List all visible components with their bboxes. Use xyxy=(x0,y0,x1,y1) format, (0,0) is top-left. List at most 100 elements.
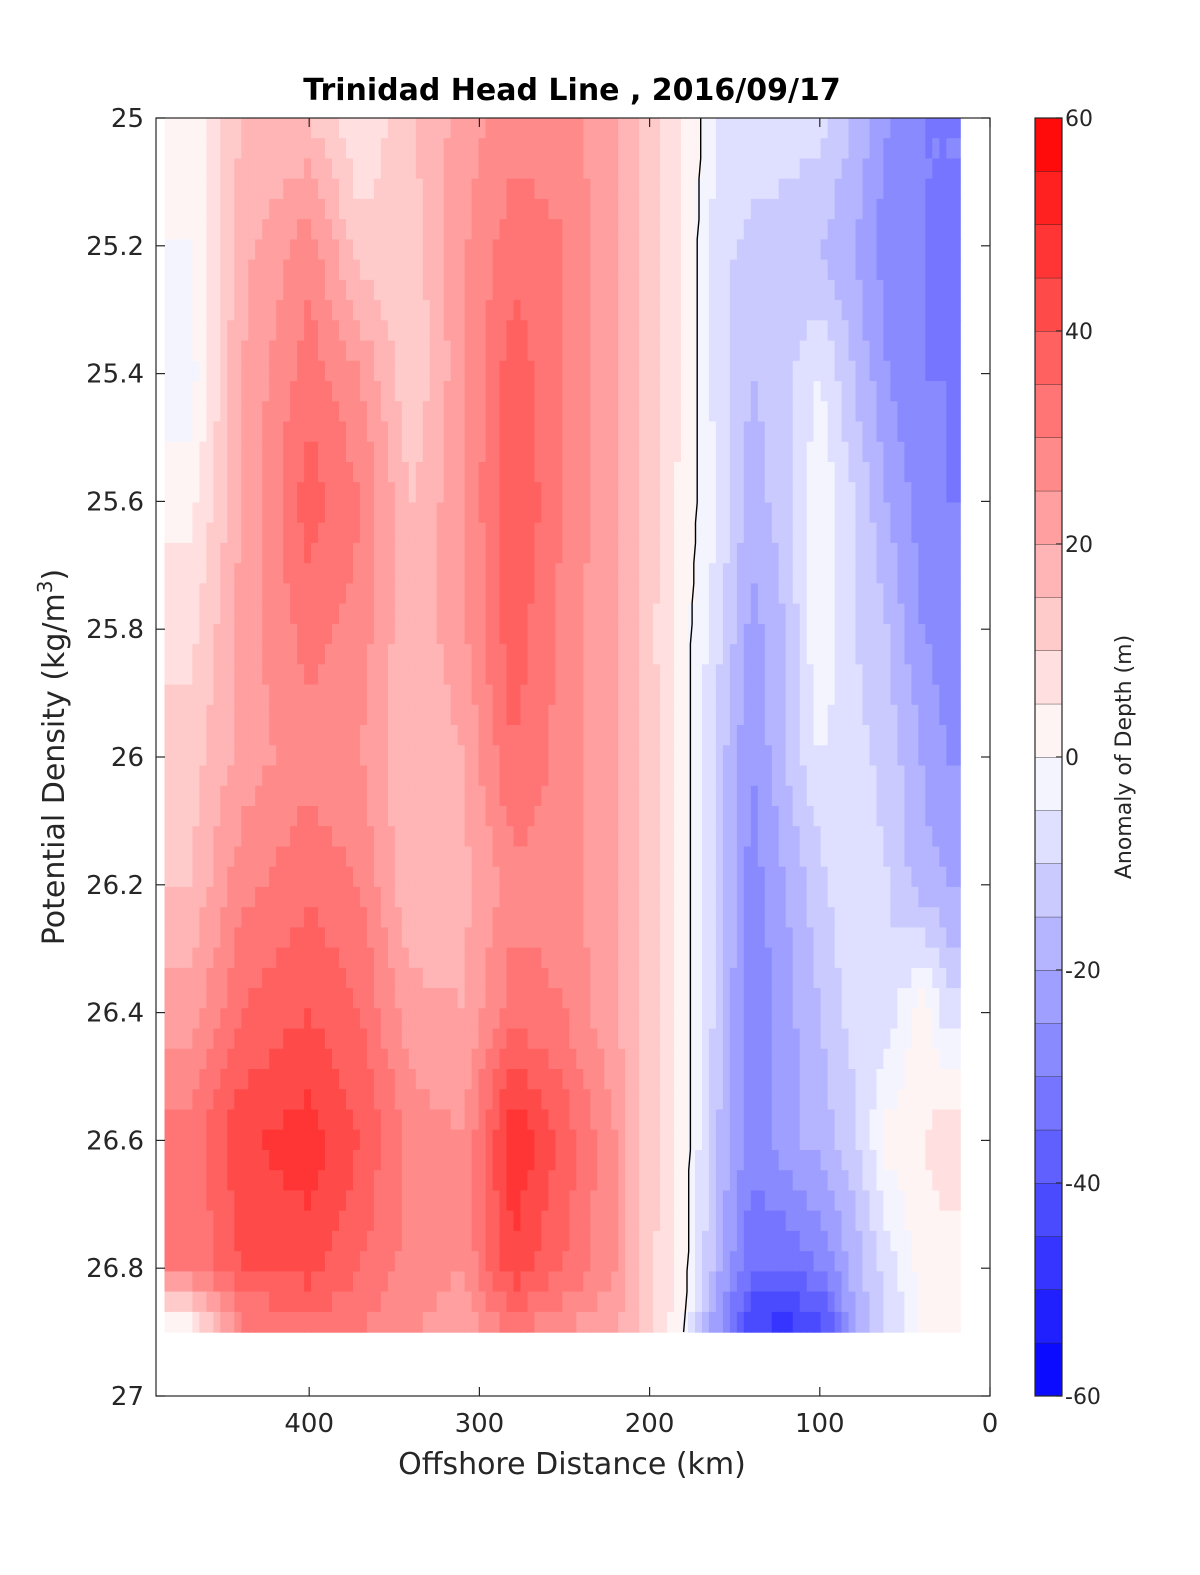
heatmap-cell xyxy=(834,583,843,605)
heatmap-cell xyxy=(443,988,452,1009)
heatmap-cell xyxy=(681,462,689,483)
heatmap-cell xyxy=(785,542,794,564)
heatmap-cell xyxy=(262,320,270,342)
heatmap-cell xyxy=(827,522,836,544)
heatmap-cell xyxy=(408,178,417,200)
heatmap-cell xyxy=(499,603,508,625)
heatmap-cell xyxy=(262,927,270,949)
heatmap-cell xyxy=(590,907,598,928)
heatmap-cell xyxy=(764,502,773,524)
heatmap-cell xyxy=(513,583,522,605)
heatmap-cell xyxy=(904,967,912,989)
heatmap-cell xyxy=(946,118,954,139)
heatmap-cell xyxy=(276,522,284,544)
heatmap-cell xyxy=(534,421,542,443)
heatmap-cell xyxy=(653,907,661,928)
heatmap-cell xyxy=(925,603,933,625)
heatmap-cell xyxy=(241,118,249,139)
heatmap-cell xyxy=(569,421,577,443)
heatmap-cell xyxy=(604,300,612,321)
heatmap-cell xyxy=(925,542,933,564)
heatmap-cell xyxy=(925,846,933,868)
heatmap-cell xyxy=(897,441,905,463)
heatmap-cell xyxy=(660,907,668,928)
heatmap-cell xyxy=(394,765,403,787)
heatmap-cell xyxy=(171,907,180,928)
heatmap-cell xyxy=(297,118,305,139)
heatmap-cell xyxy=(478,947,487,969)
heatmap-cell xyxy=(234,886,242,908)
heatmap-cell xyxy=(583,725,591,746)
heatmap-cell xyxy=(471,563,480,584)
heatmap-cell xyxy=(834,563,843,584)
heatmap-cell xyxy=(422,886,431,908)
heatmap-cell xyxy=(883,138,891,159)
heatmap-cell xyxy=(387,300,396,321)
heatmap-cell xyxy=(932,704,940,726)
heatmap-cell xyxy=(457,259,466,281)
heatmap-cell xyxy=(785,482,794,503)
heatmap-cell xyxy=(590,462,598,483)
heatmap-cell xyxy=(569,563,577,584)
heatmap-cell xyxy=(632,866,640,888)
heatmap-cell xyxy=(359,886,368,908)
heatmap-cell xyxy=(548,583,556,605)
heatmap-cell xyxy=(597,340,605,362)
heatmap-cell xyxy=(702,482,710,503)
heatmap-cell xyxy=(688,219,696,240)
heatmap-cell xyxy=(764,563,773,584)
heatmap-cell xyxy=(855,239,864,261)
heatmap-cell xyxy=(729,138,738,159)
heatmap-cell xyxy=(653,542,661,564)
heatmap-cell xyxy=(785,886,794,908)
heatmap-cell xyxy=(611,320,619,342)
heatmap-cell xyxy=(695,664,703,686)
heatmap-cell xyxy=(722,684,731,706)
heatmap-cell xyxy=(450,644,459,665)
heatmap-cell xyxy=(611,947,619,969)
heatmap-cell xyxy=(520,462,529,483)
heatmap-cell xyxy=(220,967,228,989)
heatmap-cell xyxy=(457,198,466,220)
heatmap-cell xyxy=(325,259,333,281)
heatmap-cell xyxy=(534,785,542,807)
heatmap-cell xyxy=(506,219,515,240)
heatmap-cell xyxy=(206,785,214,807)
heatmap-cell xyxy=(366,644,375,665)
heatmap-cell xyxy=(185,198,193,220)
heatmap-cell xyxy=(548,502,556,524)
heatmap-cell xyxy=(918,644,926,665)
heatmap-cell xyxy=(464,988,473,1009)
heatmap-cell xyxy=(576,542,584,564)
heatmap-cell xyxy=(185,522,193,544)
heatmap-cell xyxy=(841,198,850,220)
heatmap-cell xyxy=(946,482,954,503)
heatmap-cell xyxy=(925,522,933,544)
heatmap-cell xyxy=(220,664,228,686)
heatmap-cell xyxy=(946,846,954,868)
heatmap-cell xyxy=(415,340,424,362)
heatmap-cell xyxy=(646,907,654,928)
heatmap-cell xyxy=(304,886,312,908)
heatmap-cell xyxy=(569,826,577,847)
heatmap-cell xyxy=(667,563,675,584)
heatmap-cell xyxy=(611,158,619,180)
heatmap-cell xyxy=(534,138,542,159)
heatmap-cell xyxy=(436,907,445,928)
heatmap-cell xyxy=(359,178,368,200)
heatmap-cell xyxy=(785,623,794,645)
heatmap-cell xyxy=(792,664,801,686)
heatmap-cell xyxy=(394,684,403,706)
heatmap-cell xyxy=(799,178,808,200)
heatmap-cell xyxy=(820,947,829,969)
heatmap-cell xyxy=(534,401,542,423)
heatmap-cell xyxy=(869,279,878,301)
heatmap-cell xyxy=(918,846,926,868)
heatmap-cell xyxy=(743,563,752,584)
heatmap-cell xyxy=(799,623,808,645)
heatmap-cell xyxy=(373,886,382,908)
heatmap-cell xyxy=(373,988,382,1009)
heatmap-cell xyxy=(555,381,563,402)
heatmap-cell xyxy=(401,886,410,908)
heatmap-cell xyxy=(234,704,242,726)
